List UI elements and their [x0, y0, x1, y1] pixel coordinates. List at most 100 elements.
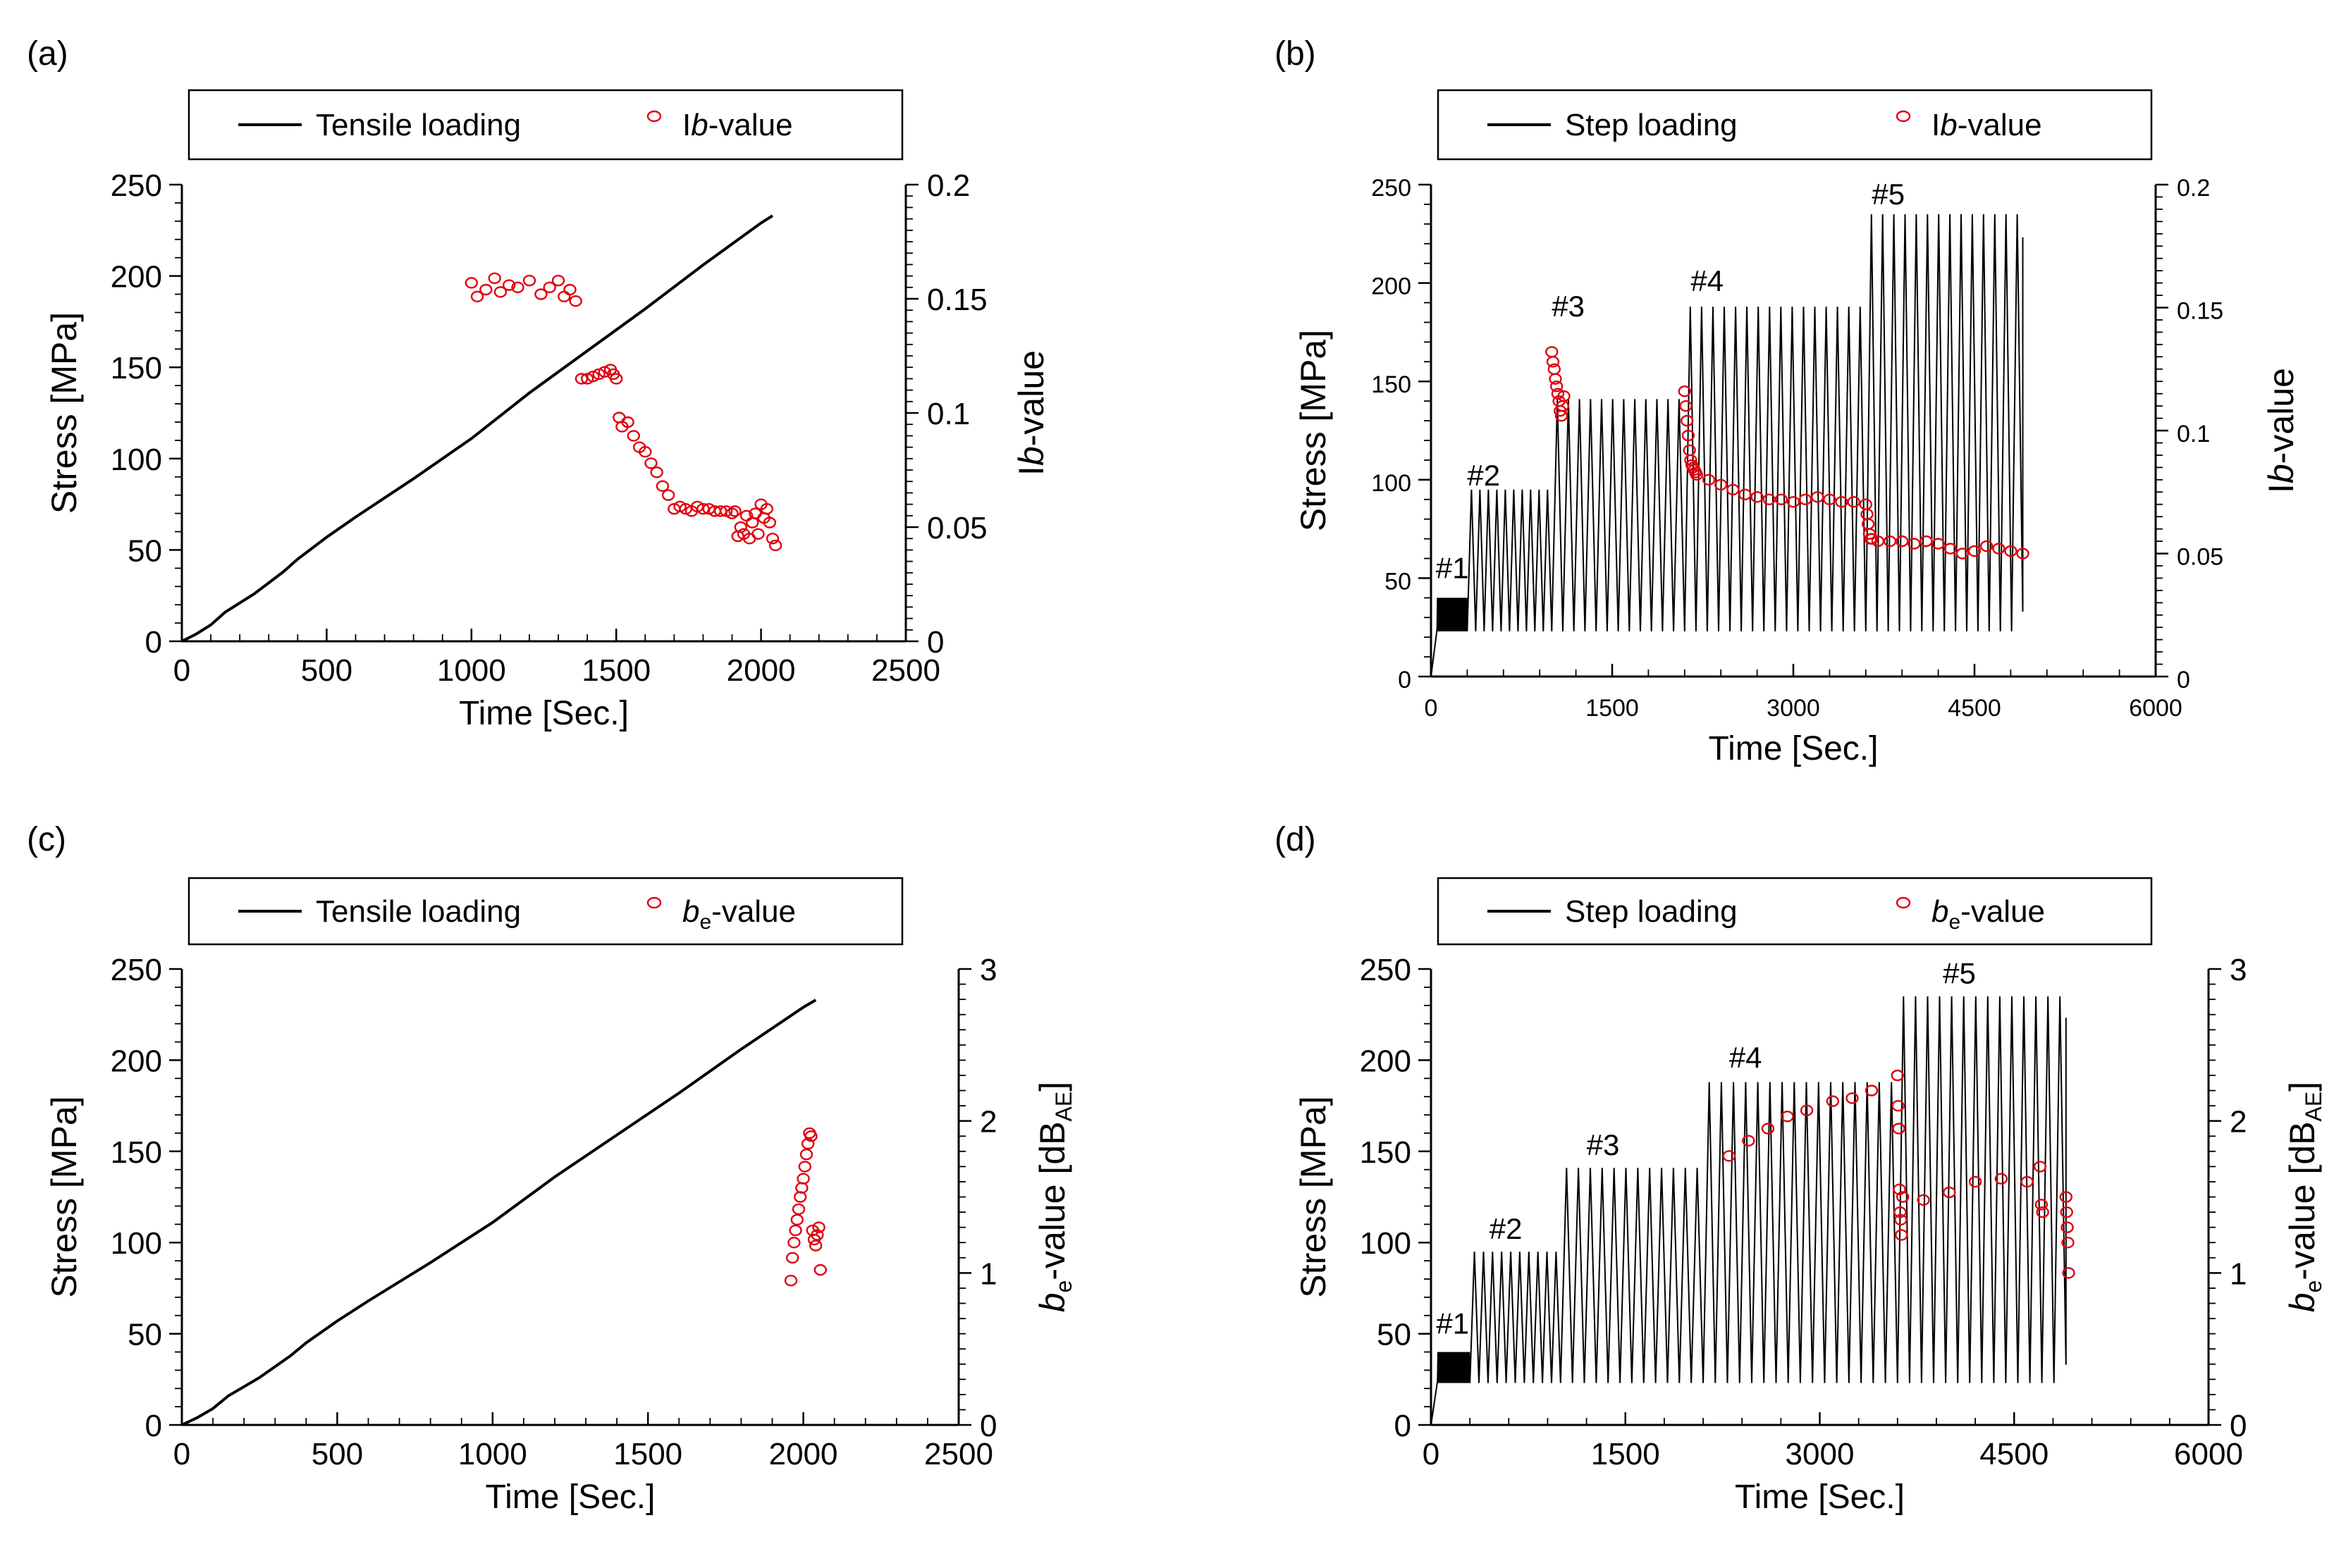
y2-axis-title-part: b [1033, 1292, 1072, 1312]
y2-tick-label: 0.2 [927, 168, 970, 203]
y-tick-label: 250 [111, 168, 162, 203]
scatter-point [586, 371, 600, 383]
scatter-point [1992, 543, 2006, 555]
y-tick-label: 0 [1394, 1409, 1411, 1443]
x-axis-title: Time [Sec.] [459, 695, 629, 732]
scatter-point [488, 272, 501, 284]
scatter-point [1681, 429, 1695, 442]
scatter-point [639, 445, 652, 458]
scatter-point [2016, 548, 2029, 560]
scatter-point [725, 507, 739, 519]
scatter-point [2020, 1175, 2034, 1188]
legend-marker-part: b [682, 894, 699, 929]
scatter-point [1994, 1173, 2008, 1185]
legend-line-label: Tensile loading [316, 108, 521, 142]
x-tick-label: 0 [173, 1437, 190, 1471]
scatter-point [656, 480, 670, 492]
scatter-point [1826, 1095, 1840, 1107]
scatter-point [610, 373, 623, 385]
scatter-point [728, 505, 742, 517]
scatter-point [1549, 381, 1564, 393]
scatter-point [1798, 493, 1812, 505]
step-label: #3 [1587, 1128, 1620, 1161]
scatter-point [795, 1182, 809, 1194]
scatter-point [734, 521, 748, 533]
scatter-point [592, 368, 606, 381]
scatter-point [1893, 1206, 1907, 1218]
scatter-point [1679, 400, 1693, 412]
scatter-point [479, 283, 493, 296]
legend-marker-part: I [682, 108, 691, 142]
scatter-point [804, 1130, 818, 1142]
scatter-point [789, 1224, 802, 1237]
y2-axis-title-part: AE [1051, 1092, 1076, 1122]
scatter-point [1979, 540, 1994, 552]
panel-label: (c) [27, 821, 66, 858]
y-tick-label: 50 [1377, 1318, 1411, 1352]
y-tick-label: 200 [1360, 1044, 1411, 1078]
scatter-point [1847, 496, 1860, 508]
x-tick-label: 2000 [727, 653, 796, 688]
scatter-point [558, 290, 571, 302]
x-tick-label: 1500 [613, 1437, 682, 1471]
x-tick-label: 1500 [1591, 1437, 1660, 1471]
y-axis-title: Stress [MPa] [1294, 330, 1333, 531]
scatter-point [534, 288, 548, 300]
legend-marker-part: -value [711, 894, 796, 929]
y2-tick-label: 0 [2230, 1409, 2247, 1443]
y-tick-label: 0 [145, 625, 162, 660]
x-tick-label: 0 [1423, 1437, 1439, 1471]
scatter-point [1895, 535, 1909, 548]
scatter-point [493, 286, 508, 298]
x-tick-label: 500 [301, 653, 352, 688]
scatter-point [1968, 1175, 1982, 1188]
scatter-point [799, 1148, 813, 1161]
scatter-point [1894, 1214, 1908, 1226]
scatter-point [751, 528, 765, 540]
series-line-stress [1430, 214, 2024, 677]
scatter-point [2034, 1199, 2049, 1211]
x-tick-label: 0 [173, 653, 190, 688]
scatter-point [1955, 548, 1970, 560]
scatter-point [1891, 1099, 1905, 1112]
x-tick-label: 1000 [437, 653, 506, 688]
y2-axis-title: be-value [dBAE] [2283, 1082, 2326, 1312]
y-axis-title: Stress [MPa] [1294, 1096, 1333, 1297]
y-tick-label: 200 [1371, 273, 1411, 300]
scatter-point [798, 1161, 812, 1173]
y2-tick-label: 0.05 [927, 511, 988, 545]
scatter-point [1690, 469, 1704, 481]
x-axis-title: Time [Sec.] [1735, 1479, 1905, 1516]
scatter-point [1865, 533, 1879, 545]
panel-label: (a) [27, 35, 68, 73]
scatter-point [465, 277, 478, 289]
scatter-point [543, 281, 556, 293]
x-tick-label: 4500 [1979, 1437, 2049, 1471]
y2-tick-label: 0 [927, 625, 944, 660]
panel-label: (b) [1275, 35, 1316, 73]
y2-tick-label: 0.15 [927, 283, 988, 317]
legend-marker-swatch [1896, 110, 1911, 123]
scatter-point [1738, 488, 1752, 500]
legend-marker-swatch [646, 896, 662, 909]
scatter-point [1893, 1183, 1906, 1195]
x-tick-label: 3000 [1767, 695, 1820, 722]
scatter-point [1774, 493, 1788, 505]
step-label: #4 [1729, 1041, 1762, 1074]
step-label: #2 [1490, 1212, 1523, 1245]
step-label: #3 [1552, 290, 1585, 323]
scatter-point [1865, 1085, 1879, 1097]
scatter-point [811, 1229, 824, 1241]
x-tick-label: 1500 [582, 653, 651, 688]
y2-axis-title: be-value [dBAE] [1033, 1082, 1076, 1312]
scatter-point [2061, 1236, 2075, 1249]
y-tick-label: 200 [111, 1044, 162, 1078]
x-axis-title: Time [Sec.] [486, 1479, 656, 1516]
y2-axis-title-part: b [2261, 464, 2301, 483]
scatter-point [2060, 1221, 2074, 1233]
scatter-point [1547, 363, 1561, 375]
legend-marker-swatch [1896, 896, 1911, 909]
